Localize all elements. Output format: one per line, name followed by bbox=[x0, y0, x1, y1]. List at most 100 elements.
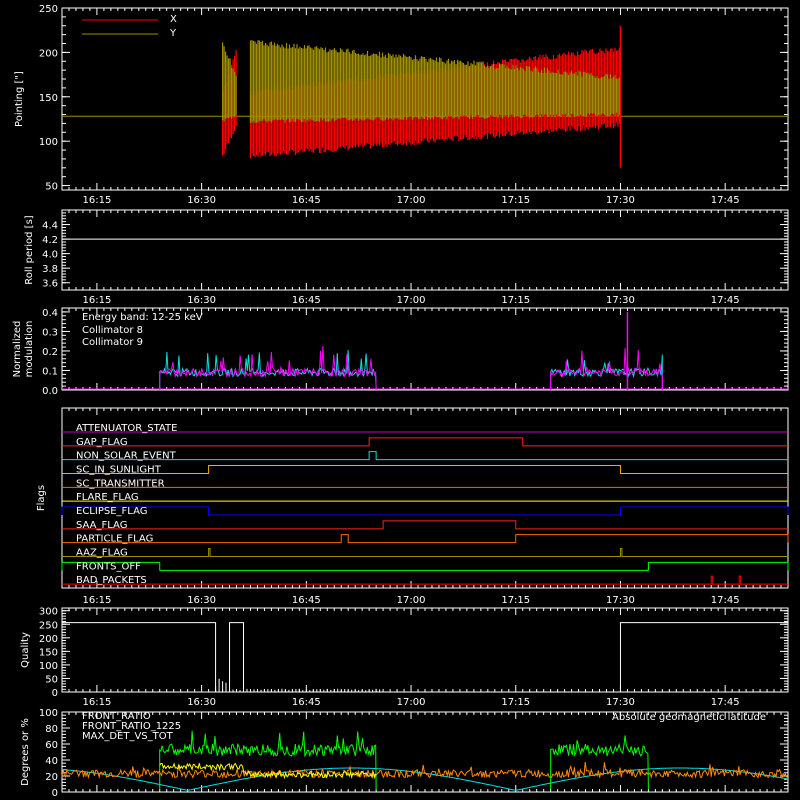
flags-xtick-label: 17:15 bbox=[501, 595, 530, 606]
flag-label-gap-flag: GAP_FLAG bbox=[76, 437, 128, 448]
flag-line-non-solar-event bbox=[62, 451, 788, 461]
quality-xtick-label: 17:00 bbox=[397, 697, 426, 708]
legend-label-y: Y bbox=[169, 28, 177, 39]
flags-ylabel: Flags bbox=[36, 485, 47, 511]
flag-line-aaz-flag bbox=[62, 548, 788, 557]
flag-label-sc-transmitter: SC_TRANSMITTER bbox=[76, 478, 165, 489]
flag-label-sc-in-sunlight: SC_IN_SUNLIGHT bbox=[76, 465, 162, 476]
quality-xtick-label: 17:15 bbox=[501, 697, 530, 708]
quality-ytick-label: 100 bbox=[39, 661, 58, 672]
quality-ytick-label: 0 bbox=[52, 688, 58, 699]
quality-panel-frame bbox=[61, 607, 789, 693]
pointing-xtick-label: 16:15 bbox=[82, 195, 111, 206]
flags-xtick-label: 16:15 bbox=[82, 595, 111, 606]
modulation-legend-9: Collimator 9 bbox=[82, 337, 143, 348]
modulation-legend-8: Collimator 8 bbox=[82, 325, 143, 336]
flag-label-flare-flag: FLARE_FLAG bbox=[76, 492, 139, 503]
flag-label-aaz-flag: AAZ_FLAG bbox=[76, 548, 128, 559]
ratios-ytick-label: 20 bbox=[45, 772, 58, 783]
quality-xtick-label: 17:30 bbox=[606, 697, 635, 708]
flag-line-saa-flag bbox=[62, 520, 788, 530]
pointing-xtick-label: 17:45 bbox=[711, 195, 740, 206]
ratios-geomag-latitude bbox=[61, 767, 789, 791]
legend-label-x: X bbox=[170, 14, 177, 25]
quality-bumps bbox=[215, 678, 381, 692]
modulation-annotation: Energy band: 12-25 keV bbox=[82, 312, 203, 323]
roll-xtick-label: 17:00 bbox=[397, 295, 426, 306]
modulation-series-9 bbox=[159, 346, 663, 391]
flags-xtick-label: 16:45 bbox=[292, 595, 321, 606]
quality-xtick-label: 16:45 bbox=[292, 697, 321, 708]
pointing-xtick-label: 17:00 bbox=[397, 195, 426, 206]
ratios-front-ratio-1225-0 bbox=[159, 730, 377, 790]
ratios-ylabel: Degrees or % bbox=[20, 718, 31, 786]
flag-label-fronts-off: FRONTS_OFF bbox=[76, 561, 141, 572]
pointing-ytick-label: 150 bbox=[39, 93, 58, 104]
modulation-ylabel-1: Normalized bbox=[12, 321, 23, 378]
quality-xtick-label: 16:15 bbox=[82, 697, 111, 708]
modulation-ytick-label: 0.1 bbox=[42, 366, 58, 377]
ratios-legend-front-ratio-1225: FRONT_RATIO_1225 bbox=[82, 721, 181, 732]
quality-xtick-label: 16:30 bbox=[187, 697, 216, 708]
ratios-front-ratio bbox=[159, 762, 377, 780]
flag-line-fronts-off bbox=[61, 561, 789, 571]
roll-ylabel: Roll period [s] bbox=[24, 215, 35, 284]
ratios-ytick-label: 60 bbox=[45, 740, 58, 751]
flag-label-non-solar-event: NON_SOLAR_EVENT bbox=[76, 451, 177, 462]
quality-ytick-label: 200 bbox=[39, 634, 58, 645]
flags-xtick-label: 17:30 bbox=[606, 595, 635, 606]
roll-panel-frame bbox=[61, 209, 789, 291]
quality-ytick-label: 300 bbox=[39, 607, 58, 618]
ratios-max-det-vs-tot bbox=[61, 761, 788, 780]
quality-ytick-label: 150 bbox=[39, 647, 58, 658]
roll-xtick-label: 17:45 bbox=[711, 295, 740, 306]
modulation-ytick-label: 0.0 bbox=[42, 386, 58, 397]
flag-label-eclipse-flag: ECLIPSE_FLAG bbox=[76, 506, 147, 517]
roll-xtick-label: 16:45 bbox=[292, 295, 321, 306]
pointing-ytick-label: 100 bbox=[39, 137, 58, 148]
roll-xtick-label: 16:15 bbox=[82, 295, 111, 306]
flags-xtick-label: 17:00 bbox=[397, 595, 426, 606]
ratios-legend-max-det-vs-tot: MAX_DET_VS_TOT bbox=[82, 731, 174, 742]
roll-ytick-label: 3.6 bbox=[42, 279, 58, 290]
flags-xtick-label: 16:30 bbox=[187, 595, 216, 606]
quality-ytick-label: 250 bbox=[39, 620, 58, 631]
modulation-ytick-label: 0.2 bbox=[42, 347, 58, 358]
pointing-xtick-label: 17:30 bbox=[606, 195, 635, 206]
ratios-ytick-label: 80 bbox=[45, 724, 58, 735]
flag-label-particle-flag: PARTICLE_FLAG bbox=[76, 534, 153, 545]
series-y-envelope bbox=[222, 40, 621, 123]
roll-ytick-label: 4.2 bbox=[42, 235, 58, 246]
modulation-series-8 bbox=[159, 349, 663, 391]
flag-label-bad-packets: BAD_PACKETS bbox=[76, 575, 147, 586]
flag-line-bad-packets bbox=[62, 575, 788, 585]
flags-xtick-label: 17:45 bbox=[711, 595, 740, 606]
flag-label-saa-flag: SAA_FLAG bbox=[76, 520, 127, 531]
quality-xtick-label: 17:45 bbox=[711, 697, 740, 708]
pointing-xtick-label: 17:15 bbox=[501, 195, 530, 206]
ratios-legend-front-ratio: FRONT_RATIO bbox=[82, 711, 151, 722]
flags-frame bbox=[61, 407, 789, 589]
pointing-ylabel: Pointing ["] bbox=[14, 71, 25, 127]
ratios-ytick-label: 40 bbox=[45, 756, 58, 767]
roll-xtick-label: 16:30 bbox=[187, 295, 216, 306]
flag-line-sc-in-sunlight bbox=[62, 465, 788, 474]
flag-line-particle-flag bbox=[62, 534, 789, 544]
ratios-annotation: Absolute geomagnetic latitude bbox=[612, 712, 766, 723]
flag-line-eclipse-flag bbox=[61, 506, 789, 516]
pointing-ytick-label: 50 bbox=[45, 182, 58, 193]
flag-line-gap-flag bbox=[62, 437, 788, 447]
ratios-front-ratio-1225-1 bbox=[550, 735, 649, 790]
pointing-ytick-label: 200 bbox=[39, 48, 58, 59]
modulation-ytick-label: 0.3 bbox=[42, 327, 58, 338]
quality-ylabel: Quality bbox=[20, 632, 31, 668]
roll-xtick-label: 17:15 bbox=[501, 295, 530, 306]
roll-ytick-label: 4.0 bbox=[42, 250, 58, 261]
ratios-ytick-label: 100 bbox=[39, 708, 58, 719]
roll-xtick-label: 17:30 bbox=[606, 295, 635, 306]
quality-ytick-label: 50 bbox=[45, 674, 58, 685]
roll-ytick-label: 3.8 bbox=[42, 264, 58, 275]
ratios-ytick-label: 0 bbox=[52, 788, 58, 799]
modulation-ylabel-2: modulation bbox=[24, 321, 35, 378]
